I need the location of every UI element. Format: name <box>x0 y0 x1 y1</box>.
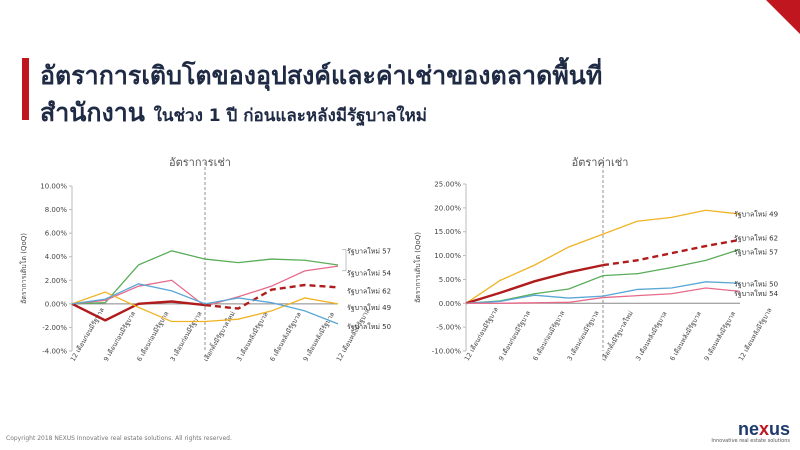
series-label: รัฐบาลใหม่ 62 <box>347 286 391 295</box>
chart-title-occupancy: อัตราการเช่า <box>169 156 231 169</box>
y-axis-label: อัตราการเติบโต (QoQ) <box>19 233 28 304</box>
series-label: รัฐบาลใหม่ 57 <box>347 246 391 255</box>
y-tick-label: -10.00% <box>432 348 462 356</box>
logo-part-x: x <box>758 419 769 439</box>
x-tick-label: 12 เดือนก่อนมีรัฐบาล <box>463 306 500 362</box>
y-tick-label: 10.00% <box>40 183 67 191</box>
page-subtitle: ในช่วง 1 ปี ก่อนและหลังมีรัฐบาลใหม่ <box>153 106 427 126</box>
series-line <box>71 283 339 325</box>
y-tick-label: -5.00% <box>436 324 461 332</box>
x-tick-label: 9 เดือนหลังมีรัฐบาล <box>302 311 337 363</box>
logo-part-1: ne <box>737 419 759 439</box>
corner-accent <box>766 0 800 34</box>
series-line <box>465 263 604 305</box>
x-tick-label: เลือกตั้งมีรัฐบาลใหม่ <box>201 310 237 363</box>
series-label: รัฐบาลใหม่ 49 <box>734 210 778 219</box>
x-tick-label: 6 เดือนก่อนมีรัฐบาล <box>135 310 170 363</box>
x-tick-label: 9 เดือนก่อนมีรัฐบาล <box>497 309 532 362</box>
x-tick-label: 3 เดือนก่อนมีรัฐบาล <box>566 309 601 362</box>
x-tick-label: 3 เดือนหลังมีรัฐบาล <box>634 310 669 362</box>
series-label: รัฐบาลใหม่ 49 <box>347 303 391 312</box>
x-tick-label: 6 เดือนหลังมีรัฐบาล <box>268 311 303 363</box>
y-tick-label: 5.00% <box>439 276 462 284</box>
x-tick-label: 9 เดือนก่อนมีรัฐบาล <box>102 310 137 363</box>
series-label: รัฐบาลใหม่ 50 <box>734 280 778 289</box>
x-tick-label: 6 เดือนก่อนมีรัฐบาล <box>531 309 566 362</box>
y-tick-label: 4.00% <box>45 253 68 261</box>
y-tick-label: 2.00% <box>45 277 68 285</box>
nexus-logo: nexus <box>738 419 790 440</box>
copyright-text: Copyright 2018 NEXUS Innovative real est… <box>6 435 232 442</box>
y-tick-label: -4.00% <box>42 348 67 356</box>
y-tick-label: 0.00% <box>45 300 68 308</box>
x-tick-label: 12 เดือนหลังมีรัฐบาล <box>737 307 774 363</box>
series-label: รัฐบาลใหม่ 54 <box>347 269 392 278</box>
series-line <box>71 250 339 305</box>
y-tick-label: 0.00% <box>439 300 462 308</box>
y-tick-label: 8.00% <box>45 206 68 214</box>
series-label: รัฐบาลใหม่ 50 <box>347 322 391 331</box>
x-tick-label: 12 เดือนหลังมีรัฐบาล <box>335 307 372 363</box>
series-line <box>466 287 741 304</box>
page-title: อัตราการเติบโตของอุปสงค์และค่าเช่าของตลา… <box>40 61 603 90</box>
y-tick-label: -2.00% <box>42 324 67 332</box>
series-line <box>465 209 741 304</box>
y-tick-label: 6.00% <box>45 230 68 238</box>
page-title-line2: สำนักงาน ในช่วง 1 ปี ก่อนและหลังมีรัฐบาล… <box>40 93 427 133</box>
x-tick-label: 6 เดือนหลังมีรัฐบาล <box>668 310 703 362</box>
series-label: รัฐบาลใหม่ 57 <box>734 247 778 256</box>
y-axis-label: อัตราการเติบโต (QoQ) <box>413 232 422 303</box>
legend-bracket <box>342 249 347 272</box>
series-line-dashed <box>204 283 339 310</box>
x-tick-label: 3 เดือนก่อนมีรัฐบาล <box>169 310 204 363</box>
chart-title-rent: อัตราค่าเช่า <box>571 156 629 169</box>
title-accent-bar <box>22 58 29 120</box>
x-tick-label: 12 เดือนก่อนมีรัฐบาล <box>69 306 106 362</box>
page-title-line2-main: สำนักงาน <box>40 98 145 127</box>
series-label: รัฐบาลใหม่ 62 <box>734 233 778 242</box>
series-line <box>465 281 741 304</box>
x-tick-label: 9 เดือนหลังมีรัฐบาล <box>703 310 738 362</box>
chart-1: 25.00% 20.00% 15.00% 10.00% 5.00% 0.00% -5.00%… <box>413 160 779 362</box>
series-line <box>465 248 741 304</box>
x-tick-label: เลือกตั้งมีรัฐบาลใหม่ <box>599 309 635 362</box>
y-tick-label: 20.00% <box>434 204 461 212</box>
logo-part-2: us <box>768 419 790 439</box>
series-line-dashed <box>602 238 741 267</box>
series-line <box>71 291 339 323</box>
y-tick-label: 25.00% <box>434 181 461 189</box>
logo-tagline: Innovative real estate solutions <box>711 438 790 444</box>
y-tick-label: 10.00% <box>434 252 461 260</box>
series-label: รัฐบาลใหม่ 54 <box>734 289 779 298</box>
series-line <box>71 300 206 322</box>
y-tick-label: 15.00% <box>434 228 461 236</box>
chart-0: 10.00% 8.00% 6.00% 4.00% 2.00% 0.00% -2.00% -4.… <box>19 162 392 363</box>
